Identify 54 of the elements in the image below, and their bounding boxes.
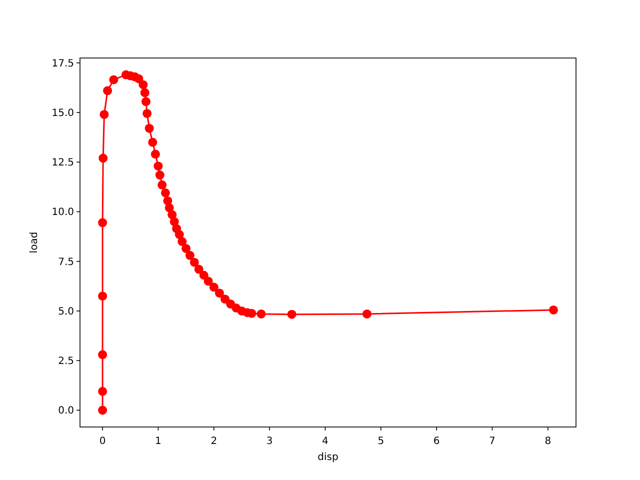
point	[142, 108, 152, 118]
y-tick-label: 2.5	[58, 356, 74, 368]
point	[103, 86, 112, 96]
x-tick-label: 6	[433, 436, 440, 447]
x-tick-label: 1	[155, 436, 162, 447]
point	[158, 180, 167, 190]
point	[100, 110, 109, 119]
x-tick-label: 5	[378, 436, 384, 447]
point	[174, 230, 184, 240]
point	[98, 350, 108, 360]
point	[98, 386, 108, 396]
y-tick-label: 12.5	[52, 158, 74, 169]
point	[220, 294, 230, 304]
point	[185, 250, 194, 260]
point	[362, 309, 372, 318]
point	[182, 244, 191, 253]
x-axis-title: disp	[318, 452, 338, 463]
point	[98, 406, 108, 415]
y-tick-label: 15.0	[52, 108, 74, 119]
y-tick-label: 0.0	[58, 406, 74, 417]
point	[140, 88, 150, 98]
point	[214, 288, 224, 298]
x-tick-label: 2	[210, 436, 218, 447]
point	[141, 97, 150, 106]
point	[209, 282, 218, 292]
y-tick-label: 5.0	[58, 306, 74, 318]
y-tick-label: 17.5	[52, 58, 74, 70]
point	[148, 138, 158, 147]
y-tick-label: 7.5	[58, 256, 74, 268]
point	[109, 75, 118, 84]
point	[178, 237, 187, 246]
point	[154, 162, 163, 171]
point	[287, 310, 296, 319]
point	[155, 170, 164, 180]
x-tick-label: 8	[544, 436, 552, 447]
point	[160, 188, 170, 198]
point	[256, 309, 266, 318]
point	[204, 276, 213, 286]
y-tick-label: 10.0	[52, 207, 74, 218]
point	[98, 154, 108, 163]
point	[138, 80, 148, 90]
point	[164, 203, 174, 212]
x-tick-label: 0	[99, 436, 106, 447]
x-tick-label: 7	[489, 436, 496, 447]
point	[190, 258, 199, 267]
x-tick-label: 4	[322, 436, 328, 447]
point	[548, 305, 558, 314]
y-axis-title: load	[29, 232, 40, 254]
x-tick-label: 3	[266, 436, 273, 447]
point	[194, 264, 204, 274]
point	[98, 292, 108, 301]
point	[144, 124, 154, 133]
point	[98, 218, 108, 228]
point	[150, 150, 160, 159]
